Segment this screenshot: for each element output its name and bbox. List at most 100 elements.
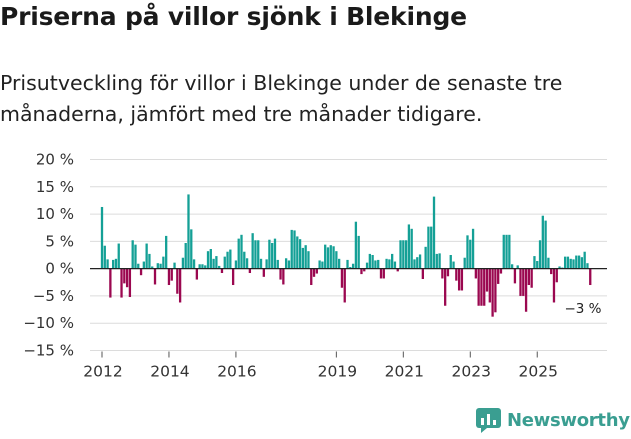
bar [209,248,212,269]
bar [187,194,190,269]
bar [220,268,224,274]
bar [363,268,366,272]
bar [271,242,274,269]
bar [343,268,346,303]
bar [114,258,118,269]
bar [502,234,505,269]
x-tick-label: 2025 [519,363,558,381]
x-axis-ticks: 2012 2014 2016 2019 2021 2023 2025 [83,351,558,381]
bar [234,260,238,269]
bar [494,268,497,313]
bar [139,268,143,276]
chart-subtitle: Prisutveckling för villor i Blekinge und… [0,71,563,126]
bar [117,243,120,269]
y-axis-ticks: 20 % 15 % 10 % 5 % 0 % −5 % −10 % −15 % [23,151,74,360]
bar [335,251,338,269]
bar [589,268,592,286]
bar [527,268,531,286]
bar [106,259,109,269]
bar [315,268,318,274]
bar [566,256,570,269]
x-tick-label: 2012 [83,363,122,381]
y-tick-label: −10 % [23,314,74,332]
bar [148,253,151,269]
bar [452,261,455,269]
bar [304,245,307,269]
bar [488,268,491,303]
bar [519,268,522,296]
bar [326,247,330,269]
bar [544,220,547,269]
bar [460,268,464,291]
y-tick-label: 20 % [36,151,74,169]
bar [198,264,201,269]
bar [499,268,503,274]
bar [201,264,204,269]
bar [377,259,380,269]
bar [357,235,360,269]
bar [563,256,567,269]
bar [449,255,452,269]
y-tick-label: 5 % [45,232,74,250]
bar [351,263,355,269]
newsworthy-logo-icon [476,408,501,433]
bar [159,263,162,269]
bar [310,268,313,286]
bar [165,235,168,269]
bar [360,268,363,275]
bar [307,251,310,269]
bar [485,268,489,292]
bar [340,268,344,288]
bar [142,261,145,269]
bar [505,234,508,269]
bar [430,226,433,269]
bar [524,268,528,312]
bar [167,268,171,286]
bar [413,259,416,269]
bar [421,268,424,280]
bar [555,268,558,283]
bar [580,257,584,269]
bar [176,268,179,294]
bar [262,268,265,277]
bar [282,268,285,285]
bar [438,253,441,269]
bar [466,235,469,269]
bar [296,236,299,269]
bar [215,256,218,269]
y-tick-label: −15 % [23,342,74,360]
bar [190,229,193,269]
bar [416,257,419,269]
bar [483,268,486,306]
y-tick-label: 0 % [45,260,74,278]
bar [446,268,450,277]
brand-name: Newsworthy [507,410,630,431]
bar [276,259,279,269]
bar [572,259,575,269]
bar [195,268,199,280]
y-tick-label: 15 % [36,178,74,196]
bar [508,234,511,269]
bar [533,256,536,269]
bar [497,268,500,284]
bar [229,249,232,269]
bar [259,258,263,269]
bar [427,226,430,269]
bar [371,255,374,269]
bar [385,258,388,269]
bar [407,224,411,269]
bar [477,268,480,306]
bar [516,265,519,269]
bar [583,251,586,269]
x-tick-label: 2023 [452,363,491,381]
bar [538,240,542,269]
bar [128,268,132,298]
bar [134,244,137,269]
bar [321,261,324,269]
bar [312,268,316,277]
bar [206,251,210,269]
bar [284,258,288,269]
bar [279,268,282,280]
bar [243,251,246,269]
bar [455,268,458,281]
